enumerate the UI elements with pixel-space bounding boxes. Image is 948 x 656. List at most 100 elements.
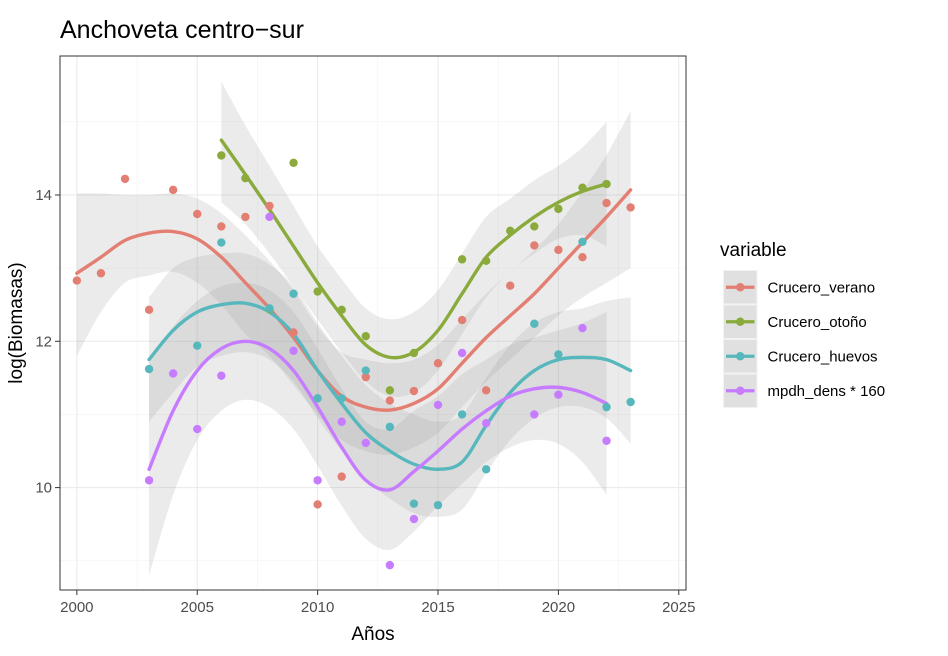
point-crucero-oto-o <box>506 226 515 236</box>
point-crucero-verano <box>217 222 226 231</box>
point-mpdh-dens-160 <box>409 514 419 524</box>
point-mpdh-dens-160 <box>265 212 274 222</box>
axis-ticks: 2000 2005 2010 2015 2020 2025 10 12 14 <box>35 187 695 616</box>
point-crucero-oto-o <box>241 173 250 183</box>
point-crucero-huevos <box>289 289 298 298</box>
point-crucero-oto-o <box>602 179 611 189</box>
point-crucero-oto-o <box>409 348 419 358</box>
point-crucero-oto-o <box>361 331 370 341</box>
point-crucero-huevos <box>409 499 419 508</box>
point-crucero-huevos <box>193 341 202 350</box>
point-mpdh-dens-160 <box>578 323 587 333</box>
point-crucero-huevos <box>385 422 395 432</box>
point-crucero-huevos <box>554 350 563 359</box>
point-crucero-huevos <box>578 237 587 247</box>
x-tick-label: 2025 <box>662 599 695 616</box>
point-crucero-verano <box>337 472 346 481</box>
point-crucero-verano <box>578 252 587 262</box>
point-crucero-huevos <box>361 366 370 375</box>
legend-label-crucero-verano: Crucero_verano <box>768 279 876 296</box>
point-mpdh-dens-160 <box>289 346 298 355</box>
point-crucero-oto-o <box>217 151 226 160</box>
point-crucero-verano <box>193 209 202 219</box>
point-crucero-oto-o <box>578 183 587 192</box>
ribbon-crucero-huevos <box>149 252 631 518</box>
point-crucero-huevos <box>433 500 443 510</box>
point-crucero-verano <box>433 359 443 368</box>
point-mpdh-dens-160 <box>313 476 322 485</box>
point-mpdh-dens-160 <box>554 390 563 399</box>
legend-key-point-crucero-oto-o <box>736 317 745 326</box>
point-crucero-verano <box>289 328 298 337</box>
legend: variable Crucero_verano Crucero_otoño Cruc… <box>720 240 885 408</box>
ribbon-crucero-oto-o <box>221 81 607 397</box>
chart-title: Anchoveta centro−sur <box>60 16 304 44</box>
point-crucero-verano <box>265 201 274 211</box>
x-tick-label: 2020 <box>542 599 575 616</box>
plot-panel-border <box>59 55 687 591</box>
confidence-ribbons <box>76 81 631 576</box>
ribbon-crucero-verano <box>76 110 631 455</box>
legend-key-point-mpdh-dens-160 <box>736 386 745 395</box>
x-axis-title: Años <box>351 624 394 645</box>
point-crucero-verano <box>626 203 635 212</box>
point-crucero-oto-o <box>530 222 539 231</box>
x-tick-label: 2005 <box>181 599 214 616</box>
point-crucero-verano <box>409 386 419 396</box>
x-tick-label: 2010 <box>301 599 334 616</box>
point-crucero-oto-o <box>457 255 467 264</box>
point-crucero-verano <box>481 386 491 395</box>
point-mpdh-dens-160 <box>361 438 370 448</box>
plot-panel <box>59 55 687 591</box>
point-crucero-verano <box>96 269 106 278</box>
point-crucero-huevos <box>457 410 467 419</box>
point-crucero-verano <box>361 372 370 382</box>
point-crucero-verano <box>313 500 322 509</box>
legend-label-mpdh-dens-160: mpdh_dens * 160 <box>768 383 886 400</box>
point-crucero-verano <box>144 305 154 315</box>
point-crucero-huevos <box>265 304 274 313</box>
point-crucero-verano <box>602 198 611 208</box>
y-tick-label: 10 <box>35 480 52 497</box>
point-crucero-oto-o <box>289 158 298 167</box>
point-crucero-verano <box>120 174 130 184</box>
smooth-lines <box>75 138 633 492</box>
ribbon-mpdh-dens-160 <box>149 282 607 576</box>
smooth-line-crucero-verano <box>75 188 633 412</box>
point-crucero-verano <box>385 396 395 405</box>
legend-key-point-crucero-verano <box>736 283 745 292</box>
point-mpdh-dens-160 <box>337 417 346 426</box>
point-crucero-oto-o <box>481 256 491 266</box>
point-crucero-huevos <box>481 465 491 474</box>
point-crucero-verano <box>241 212 250 222</box>
point-crucero-huevos <box>217 238 226 247</box>
point-mpdh-dens-160 <box>530 410 539 419</box>
point-crucero-oto-o <box>313 287 322 296</box>
legend-title: variable <box>720 240 787 261</box>
point-crucero-huevos <box>530 319 539 328</box>
y-tick-label: 12 <box>35 333 52 350</box>
point-crucero-verano <box>530 241 539 250</box>
y-tick-label: 14 <box>35 187 52 204</box>
x-tick-label: 2000 <box>60 599 93 616</box>
point-mpdh-dens-160 <box>193 424 202 434</box>
point-mpdh-dens-160 <box>457 348 467 358</box>
point-crucero-oto-o <box>554 204 563 214</box>
point-crucero-oto-o <box>385 386 395 395</box>
point-mpdh-dens-160 <box>481 419 491 428</box>
smooth-line-crucero-huevos <box>147 301 633 472</box>
point-crucero-verano <box>168 185 178 195</box>
y-axis-title: log(Biomasas) <box>6 262 27 383</box>
point-crucero-huevos <box>337 394 346 403</box>
legend-key-point-crucero-huevos <box>736 352 745 361</box>
point-mpdh-dens-160 <box>144 476 154 485</box>
point-crucero-huevos <box>313 394 322 403</box>
legend-label-crucero-oto-o: Crucero_otoño <box>768 314 867 331</box>
point-crucero-huevos <box>602 402 611 412</box>
point-mpdh-dens-160 <box>433 400 443 410</box>
point-crucero-verano <box>554 245 563 255</box>
point-mpdh-dens-160 <box>385 560 395 570</box>
point-crucero-verano <box>72 276 82 285</box>
point-crucero-huevos <box>626 397 635 407</box>
